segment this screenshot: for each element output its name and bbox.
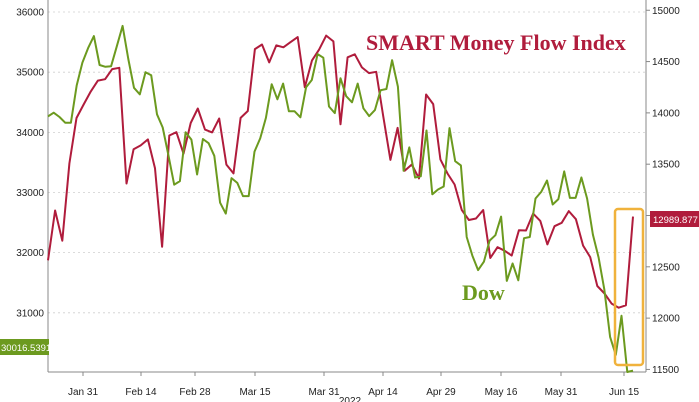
dow-last-value-tag: 30016.5391 [0,339,51,355]
x-tick-label: Mar 15 [239,387,271,398]
x-tick-label: Jun 15 [609,387,639,398]
series-layer [47,24,634,373]
x-axis-ticks: Jan 31 Feb 14 Feb 28 Mar 15 Mar 31 Apr 14 Apr … [68,372,639,398]
x-tick-label: Apr 29 [426,387,456,398]
smfi-last-value: 12989.877 [653,215,698,226]
left-tick-label: 35000 [16,68,44,79]
x-tick-label: Jan 31 [68,387,98,398]
left-tick-label: 31000 [16,308,44,319]
right-tick-label: 14500 [652,57,680,68]
chart-title: SMART Money Flow Index [366,30,626,55]
left-tick-label: 33000 [16,188,44,199]
right-tick-label: 12000 [652,314,680,325]
grid-lines [47,0,647,373]
smart-money-flow-line [47,34,634,309]
dow-last-value: 30016.5391 [1,343,51,354]
year-label: 2022 [339,396,362,402]
left-axis-ticks: 31000 32000 33000 34000 35000 36000 [16,8,44,320]
dow-line [47,24,634,373]
left-tick-label: 34000 [16,128,44,139]
dow-series-label: Dow [462,280,505,305]
x-tick-label: Mar 31 [308,387,340,398]
x-tick-label: Feb 28 [179,387,211,398]
left-tick-label: 36000 [16,8,44,19]
right-tick-label: 12500 [652,262,680,273]
right-tick-label: 15000 [652,6,680,17]
x-tick-label: Apr 14 [368,387,398,398]
x-tick-label: May 16 [485,387,518,398]
right-tick-label: 11500 [652,365,680,376]
right-tick-label: 14000 [652,108,680,119]
right-axis-ticks: 1150012000125001300013500140001450015000 [646,6,680,376]
smfi-last-value-tag: 12989.877 [650,211,699,227]
x-tick-label: May 31 [545,387,578,398]
left-tick-label: 32000 [16,248,44,259]
x-tick-label: Feb 14 [125,387,157,398]
right-tick-label: 13500 [652,160,680,171]
highlight-box [613,207,645,367]
